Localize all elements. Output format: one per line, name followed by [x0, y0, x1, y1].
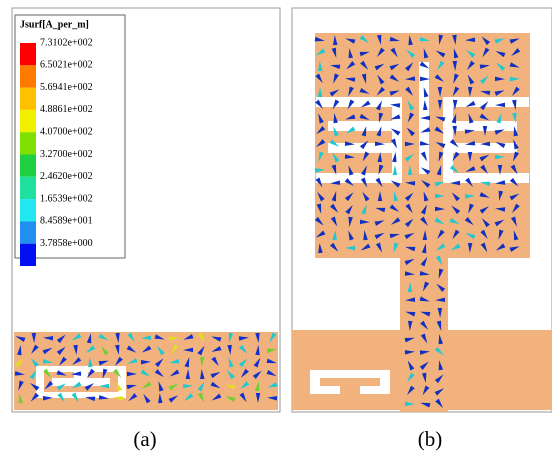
legend-label: 8.4589e+001: [40, 216, 93, 227]
legend-label: 1.6539e+002: [40, 193, 93, 204]
legend-label: 4.0700e+002: [40, 126, 93, 137]
page: Jsurf[A_per_m] 7.3102e+002 6.5021e+002 5.6…: [0, 0, 552, 462]
legend-swatch: [20, 221, 36, 243]
legend-label: 2.4620e+002: [40, 171, 93, 182]
caption-a: (a): [133, 427, 156, 451]
legend-swatch: [20, 88, 36, 110]
legend-label: 6.5021e+002: [40, 60, 93, 71]
legend-swatch: [20, 110, 36, 132]
legend-label: 4.8861e+002: [40, 104, 93, 115]
legend-swatch: [20, 132, 36, 154]
figure: Jsurf[A_per_m] 7.3102e+002 6.5021e+002 5.6…: [0, 0, 552, 462]
caption-b: (b): [418, 427, 443, 451]
legend-label: 3.2700e+002: [40, 149, 93, 160]
legend-label: 3.7858e+000: [40, 238, 93, 249]
legend-title: Jsurf[A_per_m]: [20, 19, 89, 30]
legend-swatch: [20, 43, 36, 65]
legend-label: 7.3102e+002: [40, 37, 93, 48]
legend-swatch: [20, 155, 36, 177]
legend-swatch: [20, 177, 36, 199]
legend-swatch: [20, 244, 36, 266]
legend-label: 5.6941e+002: [40, 82, 93, 93]
legend-swatch: [20, 65, 36, 87]
legend-swatch: [20, 199, 36, 221]
